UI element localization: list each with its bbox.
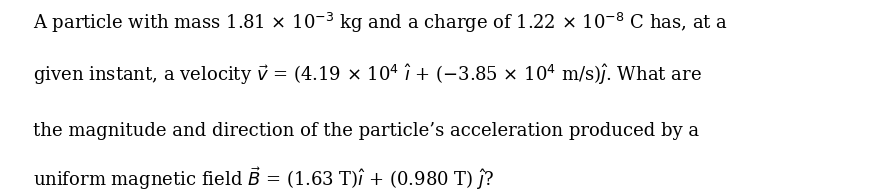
- Text: A particle with mass 1.81 $\times$ 10$^{-3}$ kg and a charge of 1.22 $\times$ 10: A particle with mass 1.81 $\times$ 10$^{…: [33, 11, 728, 35]
- Text: uniform magnetic field $\vec{B}$ = (1.63 T)$\hat{\imath}$ + (0.980 T) $\hat{\jma: uniform magnetic field $\vec{B}$ = (1.63…: [33, 165, 495, 192]
- Text: the magnitude and direction of the particle’s acceleration produced by a: the magnitude and direction of the parti…: [33, 122, 699, 140]
- Text: given instant, a velocity $\vec{v}$ = (4.19 $\times$ 10$^{4}$ $\hat{\imath}$ + (: given instant, a velocity $\vec{v}$ = (4…: [33, 62, 702, 87]
